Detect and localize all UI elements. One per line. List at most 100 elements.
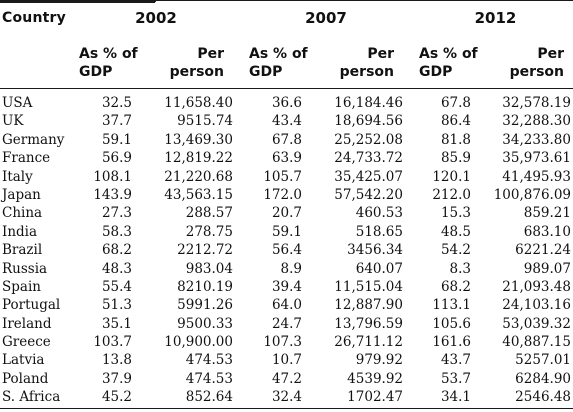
per-person-2007-cell: 16,184.46 <box>334 95 403 111</box>
gdp-2007-cell: 43.4 <box>271 113 302 130</box>
per-person-2007-cell: 18,694.56 <box>334 113 403 130</box>
per-person-2007-cell: 11,515.04 <box>334 278 403 295</box>
gdp-2002-cell: 27.3 <box>101 205 132 222</box>
gdp-2007-cell: 8.9 <box>280 260 302 277</box>
per-person-2002-cell: 8210.19 <box>177 278 233 295</box>
country-cell: Greece <box>2 334 51 351</box>
gdp-2007-cell: 36.6 <box>271 95 302 111</box>
gdp-2012-cell: 86.4 <box>440 113 471 130</box>
gdp-subheader-2002: As % of GDP <box>79 45 138 81</box>
per-person-2012-cell: 40,887.15 <box>502 334 571 351</box>
gdp-subheader-line2: GDP <box>79 64 113 80</box>
gdp-subheader-2012: As % of GDP <box>419 45 478 81</box>
per-person-2012-cell: 6221.24 <box>515 242 571 259</box>
per-person-2012-cell: 989.07 <box>523 260 571 277</box>
year-2012-header: 2012 <box>474 9 517 27</box>
per-person-2002-cell: 10,900.00 <box>164 334 233 351</box>
table-row: Poland 37.9 474.53 47.2 4539.92 53.7 6284.90 <box>0 370 573 388</box>
per-person-2002-cell: 474.53 <box>185 352 233 369</box>
gdp-2007-cell: 63.9 <box>271 150 302 167</box>
gdp-subheader-line1: As % of <box>249 46 308 62</box>
gdp-2002-cell: 143.9 <box>93 186 132 203</box>
country-cell: S. Africa <box>2 389 61 406</box>
gdp-2002-cell: 58.3 <box>101 223 132 240</box>
gdp-2002-cell: 103.7 <box>93 334 132 351</box>
per-person-subheader-line1: Per <box>197 46 224 62</box>
gdp-2012-cell: 105.6 <box>432 315 471 332</box>
per-person-2007-cell: 640.07 <box>355 260 403 277</box>
country-cell: Ireland <box>2 315 52 332</box>
per-person-subheader-2002: Per person <box>166 45 224 81</box>
gdp-2002-cell: 35.1 <box>101 315 132 332</box>
per-person-2002-cell: 43,563.15 <box>164 186 233 203</box>
country-cell: Spain <box>2 278 41 295</box>
table-row: UK 37.7 9515.74 43.4 18,694.56 86.4 32,288.30 <box>0 112 573 130</box>
table-row: Germany 59.1 13,469.30 67.8 25,252.08 81.8 34,… <box>0 131 573 149</box>
top-rule <box>0 0 573 1</box>
per-person-2012-cell: 41,495.93 <box>502 168 571 185</box>
gdp-2012-cell: 34.1 <box>440 389 471 406</box>
per-person-2007-cell: 518.65 <box>355 223 403 240</box>
gdp-2012-cell: 43.7 <box>440 352 471 369</box>
year-2002-header: 2002 <box>135 9 177 27</box>
gdp-2012-cell: 8.3 <box>449 260 471 277</box>
gdp-2012-cell: 15.3 <box>440 205 471 222</box>
gdp-2007-cell: 47.2 <box>271 370 302 387</box>
gdp-2002-cell: 59.1 <box>101 131 132 148</box>
country-cell: Brazil <box>2 242 43 259</box>
country-cell: Portugal <box>2 297 61 314</box>
per-person-2007-cell: 35,425.07 <box>334 168 403 185</box>
country-cell: UK <box>2 113 24 130</box>
gdp-2012-cell: 120.1 <box>432 168 471 185</box>
per-person-2002-cell: 5991.26 <box>177 297 233 314</box>
per-person-subheader-2007: Per person <box>336 45 394 81</box>
per-person-2007-cell: 1702.47 <box>347 389 403 406</box>
country-cell: China <box>2 205 43 222</box>
header-rule <box>0 88 573 89</box>
country-cell: Germany <box>2 131 65 148</box>
year-2012-rule <box>0 2 155 3</box>
gdp-2007-cell: 59.1 <box>271 223 302 240</box>
per-person-2012-cell: 32,578.19 <box>502 95 571 111</box>
per-person-2012-cell: 100,876.09 <box>493 186 571 203</box>
country-column-header: Country <box>2 10 66 26</box>
gdp-2002-cell: 108.1 <box>93 168 132 185</box>
table-row: S. Africa 45.2 852.64 32.4 1702.47 34.1 2546.4… <box>0 388 573 406</box>
per-person-2007-cell: 13,796.59 <box>334 315 403 332</box>
per-person-2007-cell: 26,711.12 <box>334 334 403 351</box>
table-row: Russia 48.3 983.04 8.9 640.07 8.3 989.07 <box>0 260 573 278</box>
per-person-2002-cell: 13,469.30 <box>164 131 233 148</box>
per-person-2012-cell: 2546.48 <box>515 389 571 406</box>
gdp-2002-cell: 48.3 <box>101 260 132 277</box>
gdp-2002-cell: 13.8 <box>101 352 132 369</box>
per-person-2002-cell: 9515.74 <box>177 113 233 130</box>
gdp-2002-cell: 55.4 <box>101 278 132 295</box>
per-person-2002-cell: 21,220.68 <box>164 168 233 185</box>
table-row: Spain 55.4 8210.19 39.4 11,515.04 68.2 21,093.… <box>0 278 573 296</box>
gdp-2012-cell: 53.7 <box>440 370 471 387</box>
year-2007-header: 2007 <box>305 9 347 27</box>
per-person-2002-cell: 474.53 <box>185 370 233 387</box>
country-cell: USA <box>2 95 33 111</box>
gdp-2012-cell: 81.8 <box>440 131 471 148</box>
per-person-subheader-line2: person <box>339 64 394 80</box>
gdp-2002-cell: 45.2 <box>101 389 132 406</box>
gdp-2012-cell: 54.2 <box>440 242 471 259</box>
per-person-2002-cell: 2212.72 <box>177 242 233 259</box>
per-person-2012-cell: 5257.01 <box>515 352 571 369</box>
per-person-2007-cell: 4539.92 <box>347 370 403 387</box>
gdp-2007-cell: 20.7 <box>271 205 302 222</box>
per-person-2007-cell: 25,252.08 <box>334 131 403 148</box>
country-cell: Russia <box>2 260 48 277</box>
gdp-2007-cell: 24.7 <box>271 315 302 332</box>
per-person-2012-cell: 35,973.61 <box>502 150 571 167</box>
gdp-2002-cell: 68.2 <box>101 242 132 259</box>
table-row: Greece 103.7 10,900.00 107.3 26,711.12 161.6 4… <box>0 333 573 351</box>
gdp-subheader-line2: GDP <box>419 64 453 80</box>
table-row: Latvia 13.8 474.53 10.7 979.92 43.7 5257.01 <box>0 351 573 369</box>
year-2007-rule <box>0 1 156 2</box>
country-cell: India <box>2 223 38 240</box>
per-person-subheader-line1: Per <box>537 46 564 62</box>
per-person-2012-cell: 32,288.30 <box>502 113 571 130</box>
table-row: China 27.3 288.57 20.7 460.53 15.3 859.21 <box>0 204 573 222</box>
